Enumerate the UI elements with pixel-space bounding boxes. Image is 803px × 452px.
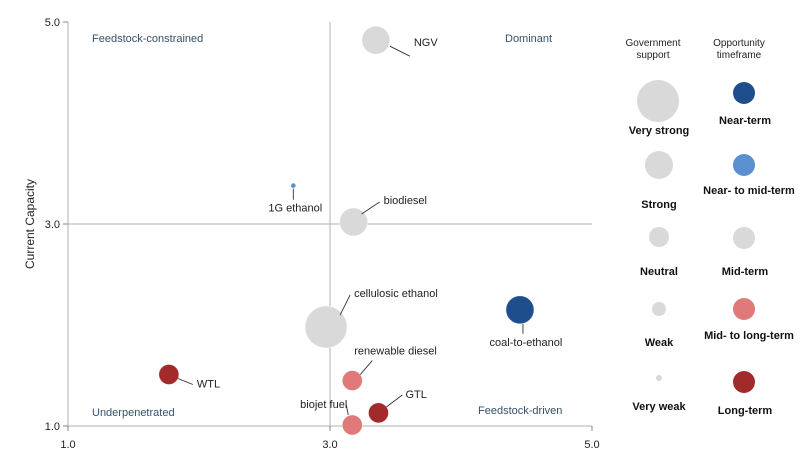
bubble-coal-to-ethanol (505, 295, 535, 325)
bubble-cellulosic-ethanol (304, 305, 348, 349)
quadrant-label-bottom-right: Feedstock-driven (478, 405, 562, 417)
text-layer: 1.0 3.0 5.0 1.0 3.0 5.0 Current Capacity Feedst… (23, 17, 600, 451)
point-label-wtl: WTL (197, 378, 220, 390)
bubble-biojet-fuel (341, 414, 363, 436)
bubble-ngv (361, 25, 391, 55)
marks-layer (158, 25, 535, 436)
bubble-renewable-diesel (341, 370, 363, 391)
y-tick-label: 3.0 (45, 219, 60, 231)
y-tick-label: 1.0 (45, 421, 60, 433)
quadrant-label-top-right: Dominant (505, 33, 552, 45)
bubble-biodiesel (339, 207, 368, 237)
point-label-ngv: NGV (414, 37, 439, 49)
x-tick-label: 3.0 (322, 439, 337, 451)
leader-biojet-fuel (345, 404, 349, 416)
point-label-gtl: GTL (405, 389, 426, 401)
point-label-biodiesel: biodiesel (384, 195, 427, 207)
x-tick-label: 1.0 (60, 439, 75, 451)
leader-cellulosic-ethanol (339, 294, 351, 316)
bubble-wtl (158, 364, 180, 385)
point-label-coal-to-ethanol: coal-to-ethanol (490, 337, 563, 349)
bubble-gtl (368, 402, 389, 424)
point-label-renewable-diesel: renewable diesel (354, 346, 437, 358)
y-axis-label: Current Capacity (23, 179, 37, 269)
leader-ngv (389, 45, 411, 57)
point-label-biojet-fuel: biojet fuel (300, 399, 347, 411)
x-tick-label: 5.0 (584, 439, 599, 451)
grid-layer (63, 21, 593, 431)
leader-biodiesel (361, 201, 380, 215)
leader-renewable-diesel (359, 360, 373, 375)
quadrant-label-bottom-left: Underpenetrated (92, 407, 175, 419)
quadrant-label-top-left: Feedstock-constrained (92, 33, 203, 45)
bubble-1g-ethanol (290, 182, 297, 189)
point-label-1g-ethanol: 1G ethanol (268, 203, 322, 215)
leader-wtl (177, 378, 194, 385)
leader-gtl (386, 394, 403, 408)
point-label-cellulosic-ethanol: cellulosic ethanol (354, 288, 438, 300)
y-tick-label: 5.0 (45, 17, 60, 29)
